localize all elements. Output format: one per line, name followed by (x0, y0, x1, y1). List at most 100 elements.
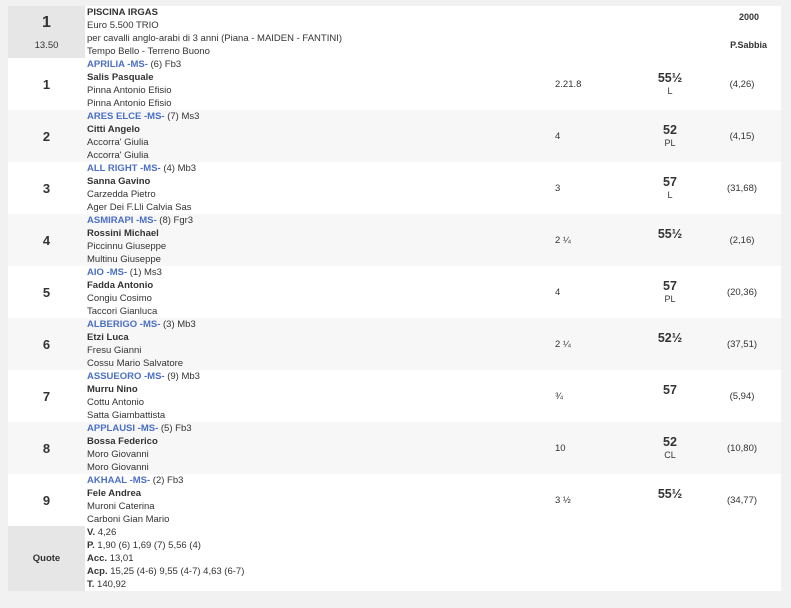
quote-line: Acc. 13,01 (87, 553, 134, 564)
runner-info: ASSUEORO -MS- (9) Mb3 Murru Nino Cottu A… (85, 370, 549, 422)
position-cell: 9 (8, 474, 85, 526)
quote-row: Quote V. 4,26 P. 1,90 (6) 1,69 (7) 5,56 … (8, 526, 781, 591)
weight-cell: 52 PL (635, 110, 705, 162)
weight-cell: 55½ L (635, 58, 705, 110)
weight-note (669, 345, 672, 357)
result-row: 2 ARES ELCE -MS- (7) Ms3 Citti Angelo Ac… (8, 110, 781, 162)
race-header: 1 13.50 PISCINA IRGAS Euro 5.500 TRIO pe… (8, 6, 781, 58)
gap: 3 (555, 182, 561, 194)
horse-extra: (8) Fgr3 (156, 215, 194, 226)
race-track: P.Sabbia (730, 40, 767, 50)
runner-info: ALBERIGO -MS- (3) Mb3 Etzi Luca Fresu Gi… (85, 318, 549, 370)
weight-note: L (667, 86, 673, 96)
weight-note: PL (664, 294, 676, 304)
weight-cell: 52½ (635, 318, 705, 370)
horse-link[interactable]: AKHAAL -MS- (87, 475, 151, 486)
horse-extra: (5) Fb3 (158, 423, 192, 434)
odds: (20,36) (726, 286, 758, 298)
odds: (4,15) (729, 130, 755, 142)
jockey: Etzi Luca (87, 332, 129, 343)
result-row: 4 ASMIRAPI -MS- (8) Fgr3 Rossini Michael… (8, 214, 781, 266)
weight: 52½ (657, 331, 683, 345)
odds: (4,26) (729, 78, 755, 90)
horse-extra: (9) Mb3 (164, 371, 200, 382)
owner: Pinna Antonio Efisio (87, 98, 172, 109)
jockey: Sanna Gavino (87, 176, 151, 187)
race-prize: Euro 5.500 TRIO (87, 20, 159, 31)
odds: (10,80) (726, 442, 758, 454)
horse-link[interactable]: ASMIRAPI -MS- (87, 215, 157, 226)
horse-link[interactable]: ARES ELCE -MS- (87, 111, 165, 122)
weight-note: L (667, 190, 673, 200)
result-row: 8 APPLAUSI -MS- (5) Fb3 Bossa Federico M… (8, 422, 781, 474)
weight-note (669, 397, 672, 409)
horse-extra: (6) Fb3 (147, 59, 182, 70)
trainer: Cottu Antonio (87, 397, 145, 408)
jockey: Fele Andrea (87, 488, 142, 499)
horse-extra: (3) Mb3 (160, 319, 196, 330)
trainer: Piccinnu Giuseppe (87, 241, 167, 252)
owner: Satta Giambattista (87, 410, 166, 421)
position-cell: 4 (8, 214, 85, 266)
weight-note: PL (664, 138, 676, 148)
jockey: Bossa Federico (87, 436, 158, 447)
weight: 52 (663, 435, 677, 449)
quote-line: P. 1,90 (6) 1,69 (7) 5,56 (4) (87, 540, 201, 551)
odds: (5,94) (729, 390, 755, 402)
quote-label: Quote (32, 553, 61, 564)
quote-line: T. 140,92 (87, 579, 127, 590)
trainer: Muroni Caterina (87, 501, 155, 512)
weight-cell: 57 PL (635, 266, 705, 318)
runner-info: ARES ELCE -MS- (7) Ms3 Citti Angelo Acco… (85, 110, 549, 162)
result-row: 9 AKHAAL -MS- (2) Fb3 Fele Andrea Muroni… (8, 474, 781, 526)
race-time: 13.50 (34, 39, 59, 51)
weight: 57 (663, 383, 677, 397)
owner: Taccori Gianluca (87, 306, 158, 317)
owner: Cossu Mario Salvatore (87, 358, 184, 369)
quote-line: Acp. 15,25 (4-6) 9,55 (4-7) 4,63 (6-7) (87, 566, 245, 577)
position-cell: 1 (8, 58, 85, 110)
odds: (34,77) (726, 494, 758, 506)
horse-link[interactable]: ALL RIGHT -MS- (87, 163, 161, 174)
position-cell: 8 (8, 422, 85, 474)
position-cell: 3 (8, 162, 85, 214)
horse-link[interactable]: AIO -MS- (87, 267, 128, 278)
finish-position: 6 (42, 336, 51, 352)
horse-link[interactable]: ASSUEORO -MS- (87, 371, 165, 382)
quote-label-cell: Quote (8, 526, 85, 591)
finish-position: 3 (42, 180, 51, 196)
owner: Carboni Gian Mario (87, 514, 170, 525)
horse-extra: (2) Fb3 (150, 475, 184, 486)
finish-position: 5 (42, 284, 51, 300)
owner: Ager Dei F.Lli Calvia Sas (87, 202, 192, 213)
gap: 2.21.8 (555, 78, 582, 90)
gap: 2 ¼ (555, 234, 571, 246)
gap: 10 (555, 442, 566, 454)
race-info: PISCINA IRGAS Euro 5.500 TRIO per cavall… (85, 6, 647, 58)
finish-position: 4 (42, 232, 51, 248)
horse-link[interactable]: APRILIA -MS- (87, 59, 148, 70)
trainer: Congiu Cosimo (87, 293, 152, 304)
horse-link[interactable]: ALBERIGO -MS- (87, 319, 161, 330)
result-row: 5 AIO -MS- (1) Ms3 Fadda Antonio Congiu … (8, 266, 781, 318)
finish-position: 8 (42, 440, 51, 456)
odds: (31,68) (726, 182, 758, 194)
position-cell: 2 (8, 110, 85, 162)
gap: 4 (555, 130, 561, 142)
jockey: Salis Pasquale (87, 72, 154, 83)
result-row: 7 ASSUEORO -MS- (9) Mb3 Murru Nino Cottu… (8, 370, 781, 422)
weight-cell: 57 (635, 370, 705, 422)
race-distance: 2000 (738, 12, 759, 22)
race-name: PISCINA IRGAS (87, 7, 158, 18)
weight-cell: 52 CL (635, 422, 705, 474)
trainer: Moro Giovanni (87, 449, 149, 460)
horse-extra: (7) Ms3 (164, 111, 200, 122)
position-cell: 5 (8, 266, 85, 318)
finish-position: 7 (42, 388, 51, 404)
race-number: 1 (42, 13, 51, 31)
weight: 55½ (657, 71, 683, 85)
trainer: Fresu Gianni (87, 345, 142, 356)
horse-link[interactable]: APPLAUSI -MS- (87, 423, 159, 434)
weight-cell: 55½ (635, 214, 705, 266)
weight: 55½ (657, 487, 683, 501)
